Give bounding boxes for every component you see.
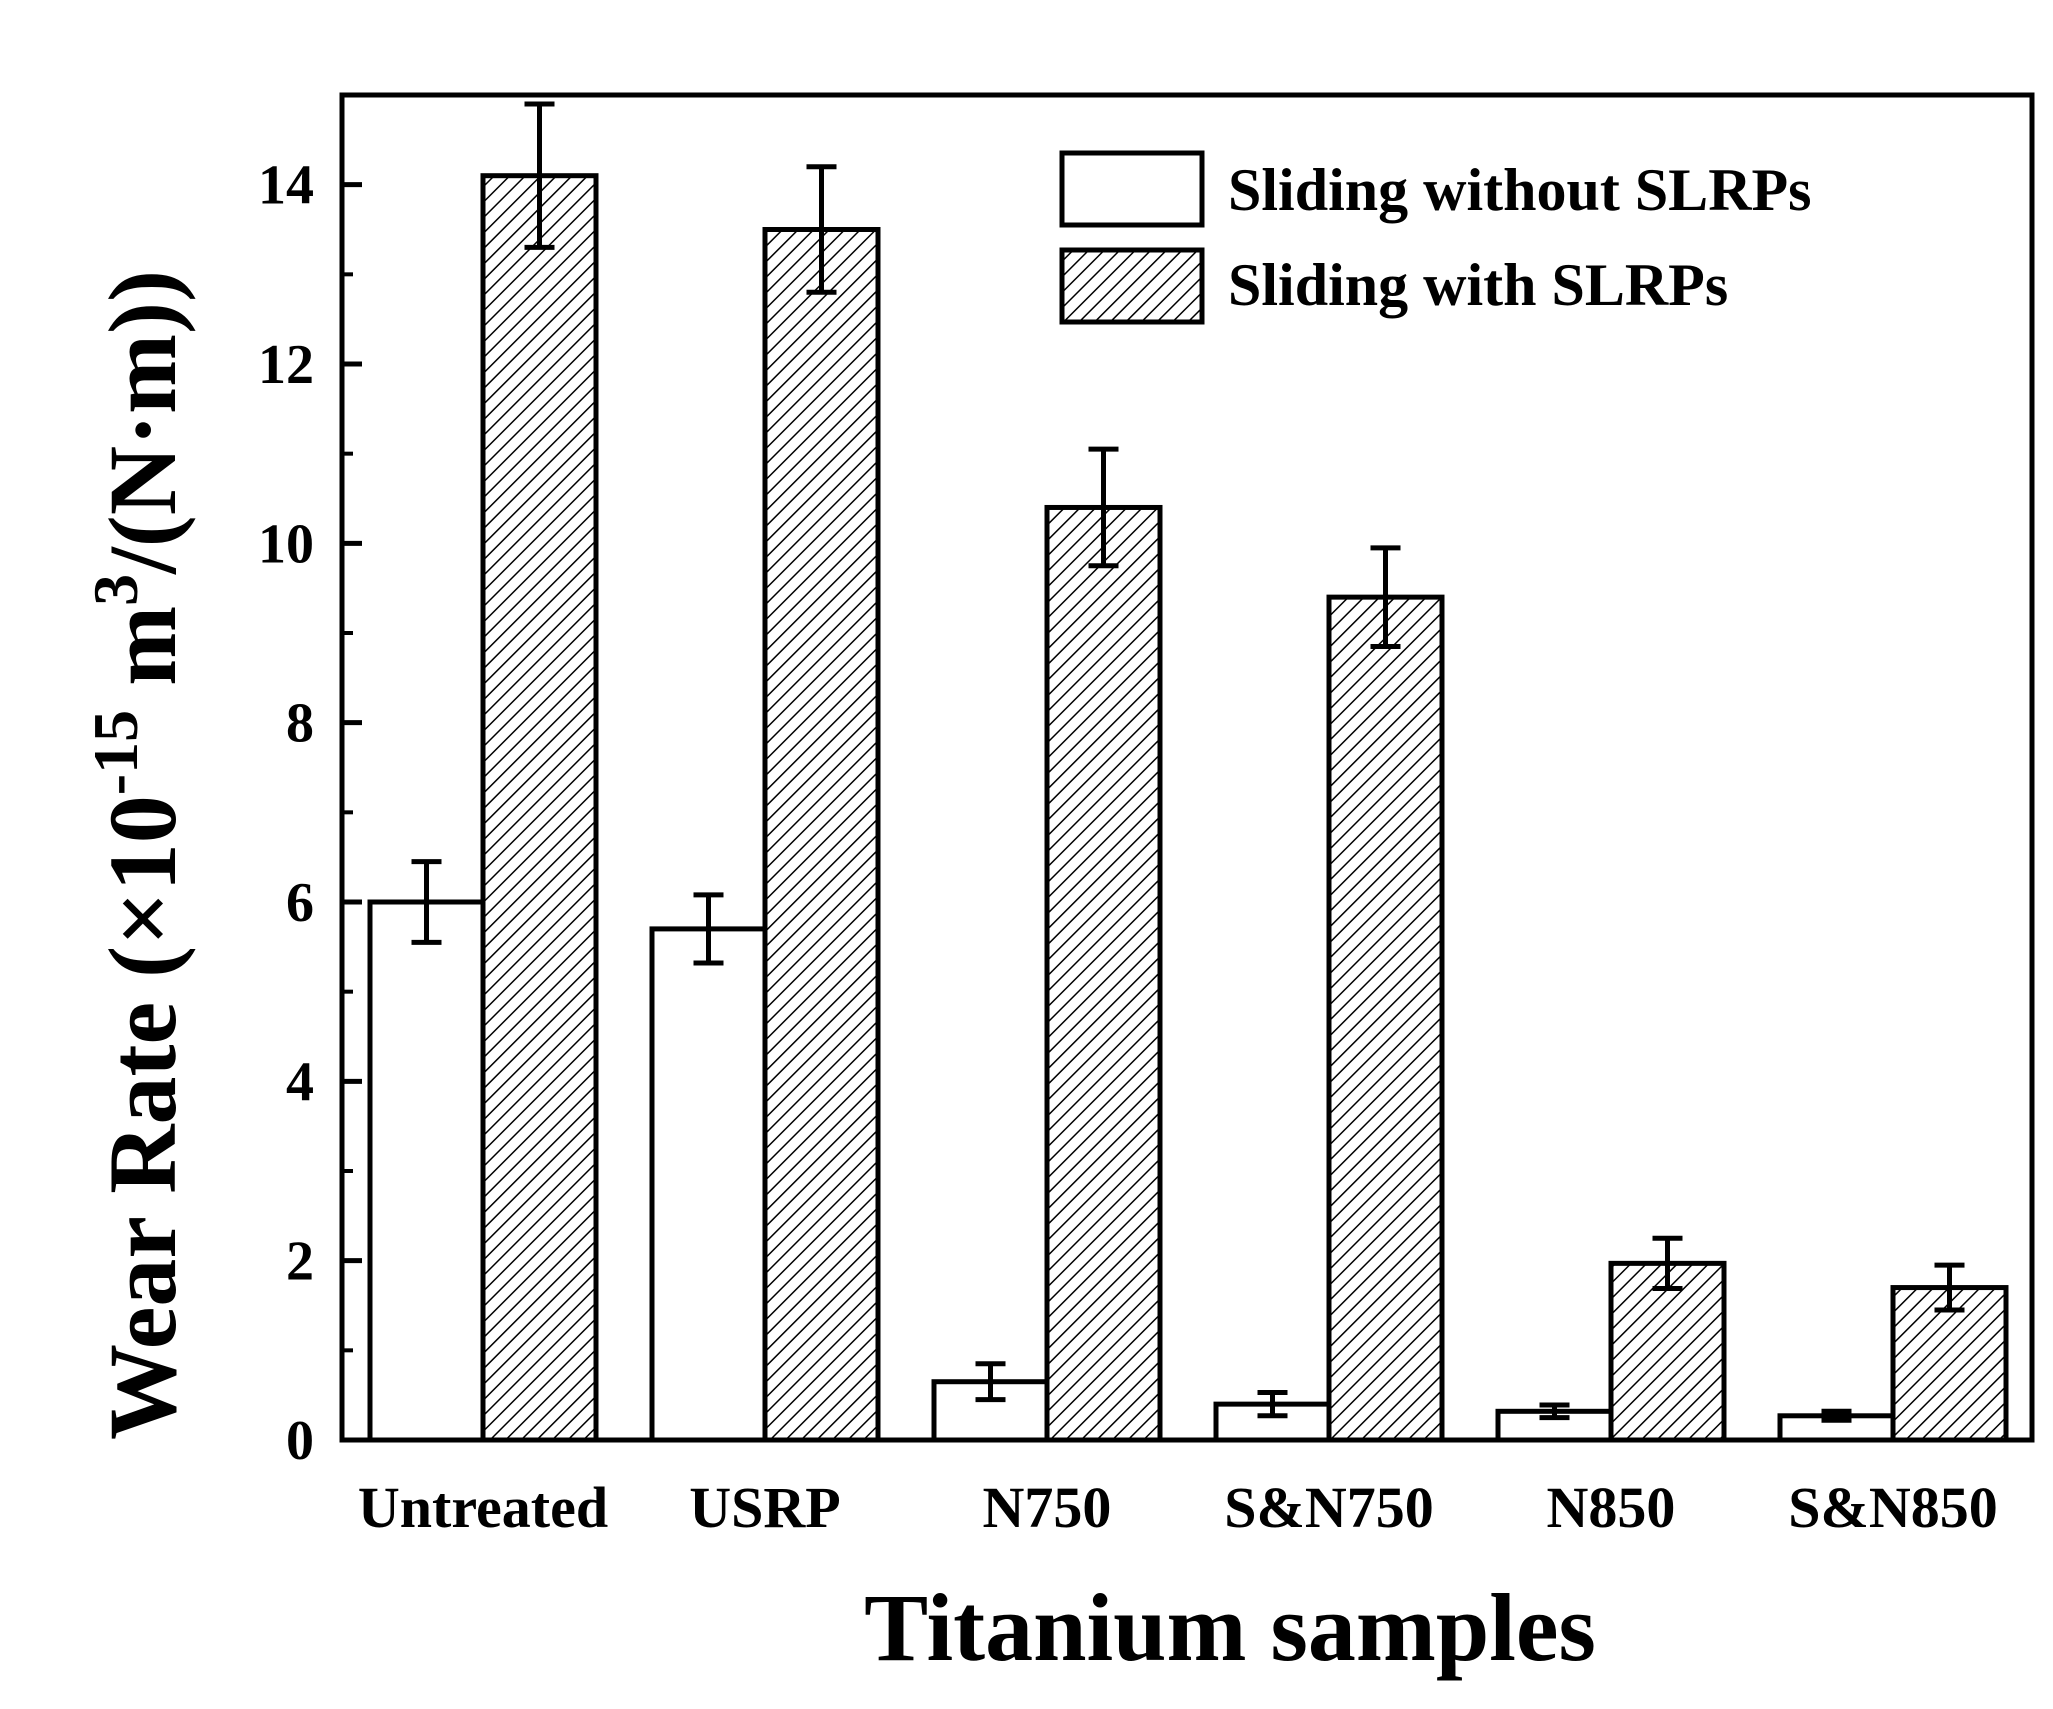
error-bar-n850-without-slrps <box>1539 1402 1570 1421</box>
error-bar-untreated-with-slrps <box>524 101 555 250</box>
y-axis-title-unit-m: m <box>89 606 196 710</box>
error-bar-usrp-without-slrps <box>693 892 724 966</box>
bar-sandn850-with-slrps <box>1890 1285 2009 1443</box>
y-tick-label-12: 12 <box>258 334 314 396</box>
x-tick-label-sandn750: S&N750 <box>1224 1475 1433 1540</box>
legend-swatch-without-slrps <box>1059 150 1205 228</box>
x-category-labels: Untreated USRP N750 S&N750 N850 S&N850 <box>358 1475 1998 1540</box>
y-tick-label-10: 10 <box>258 513 314 575</box>
error-bar-untreated-without-slrps <box>411 859 442 945</box>
error-bar-sandn750-without-slrps <box>1257 1389 1288 1419</box>
bars-layer <box>367 173 2009 1443</box>
bar-untreated-with-slrps <box>480 173 599 1443</box>
bar-usrp-with-slrps <box>762 227 881 1443</box>
x-tick-label-untreated: Untreated <box>358 1475 608 1540</box>
x-axis-title: Titanium samples <box>864 1574 1596 1681</box>
error-bars-layer <box>411 101 1965 1423</box>
error-bar-sandn850-with-slrps <box>1934 1262 1965 1313</box>
y-tick-label-0: 0 <box>286 1410 314 1472</box>
legend-swatch-with-slrps <box>1059 247 1205 325</box>
bar-sandn750-with-slrps <box>1326 594 1445 1443</box>
y-axis-title: Wear Rate (×10-15 m3/(N·m)) <box>80 270 196 1440</box>
legend: Sliding without SLRPs Sliding with SLRPs <box>1059 150 1812 325</box>
y-axis-title-tail: /(N·m)) <box>89 270 196 575</box>
bar-n850-with-slrps <box>1608 1260 1727 1443</box>
error-bar-sandn850-without-slrps <box>1821 1408 1852 1423</box>
error-bar-sandn750-with-slrps <box>1370 545 1401 649</box>
error-bar-usrp-with-slrps <box>806 164 837 295</box>
y-axis-title-exponent-2: 3 <box>80 574 151 606</box>
y-tick-label-4: 4 <box>286 1051 314 1113</box>
y-axis-title-main: Wear Rate (×10 <box>89 795 196 1440</box>
y-tick-label-14: 14 <box>258 155 314 217</box>
bar-usrp-without-slrps <box>649 926 768 1443</box>
x-tick-label-n850: N850 <box>1547 1475 1676 1540</box>
axes-layer <box>339 92 2035 1443</box>
error-bar-n750-without-slrps <box>975 1361 1006 1403</box>
bar-untreated-without-slrps <box>367 899 486 1443</box>
bar-n750-with-slrps <box>1044 504 1163 1443</box>
y-tick-label-8: 8 <box>286 693 314 755</box>
x-tick-label-sandn850: S&N850 <box>1788 1475 1997 1540</box>
error-bar-n850-with-slrps <box>1652 1235 1683 1291</box>
y-axis-title-exponent-1: -15 <box>80 710 151 795</box>
legend-label-with-slrps: Sliding with SLRPs <box>1228 252 1728 318</box>
y-tick-label-2: 2 <box>286 1231 314 1293</box>
x-tick-label-usrp: USRP <box>689 1475 840 1540</box>
legend-label-without-slrps: Sliding without SLRPs <box>1228 157 1812 223</box>
y-tick-label-6: 6 <box>286 872 314 934</box>
error-bar-n750-with-slrps <box>1088 446 1119 569</box>
plot-frame <box>339 92 2035 1443</box>
y-ticks-layer: 0 2 4 6 8 10 12 14 <box>258 155 362 1472</box>
x-tick-label-n750: N750 <box>983 1475 1112 1540</box>
